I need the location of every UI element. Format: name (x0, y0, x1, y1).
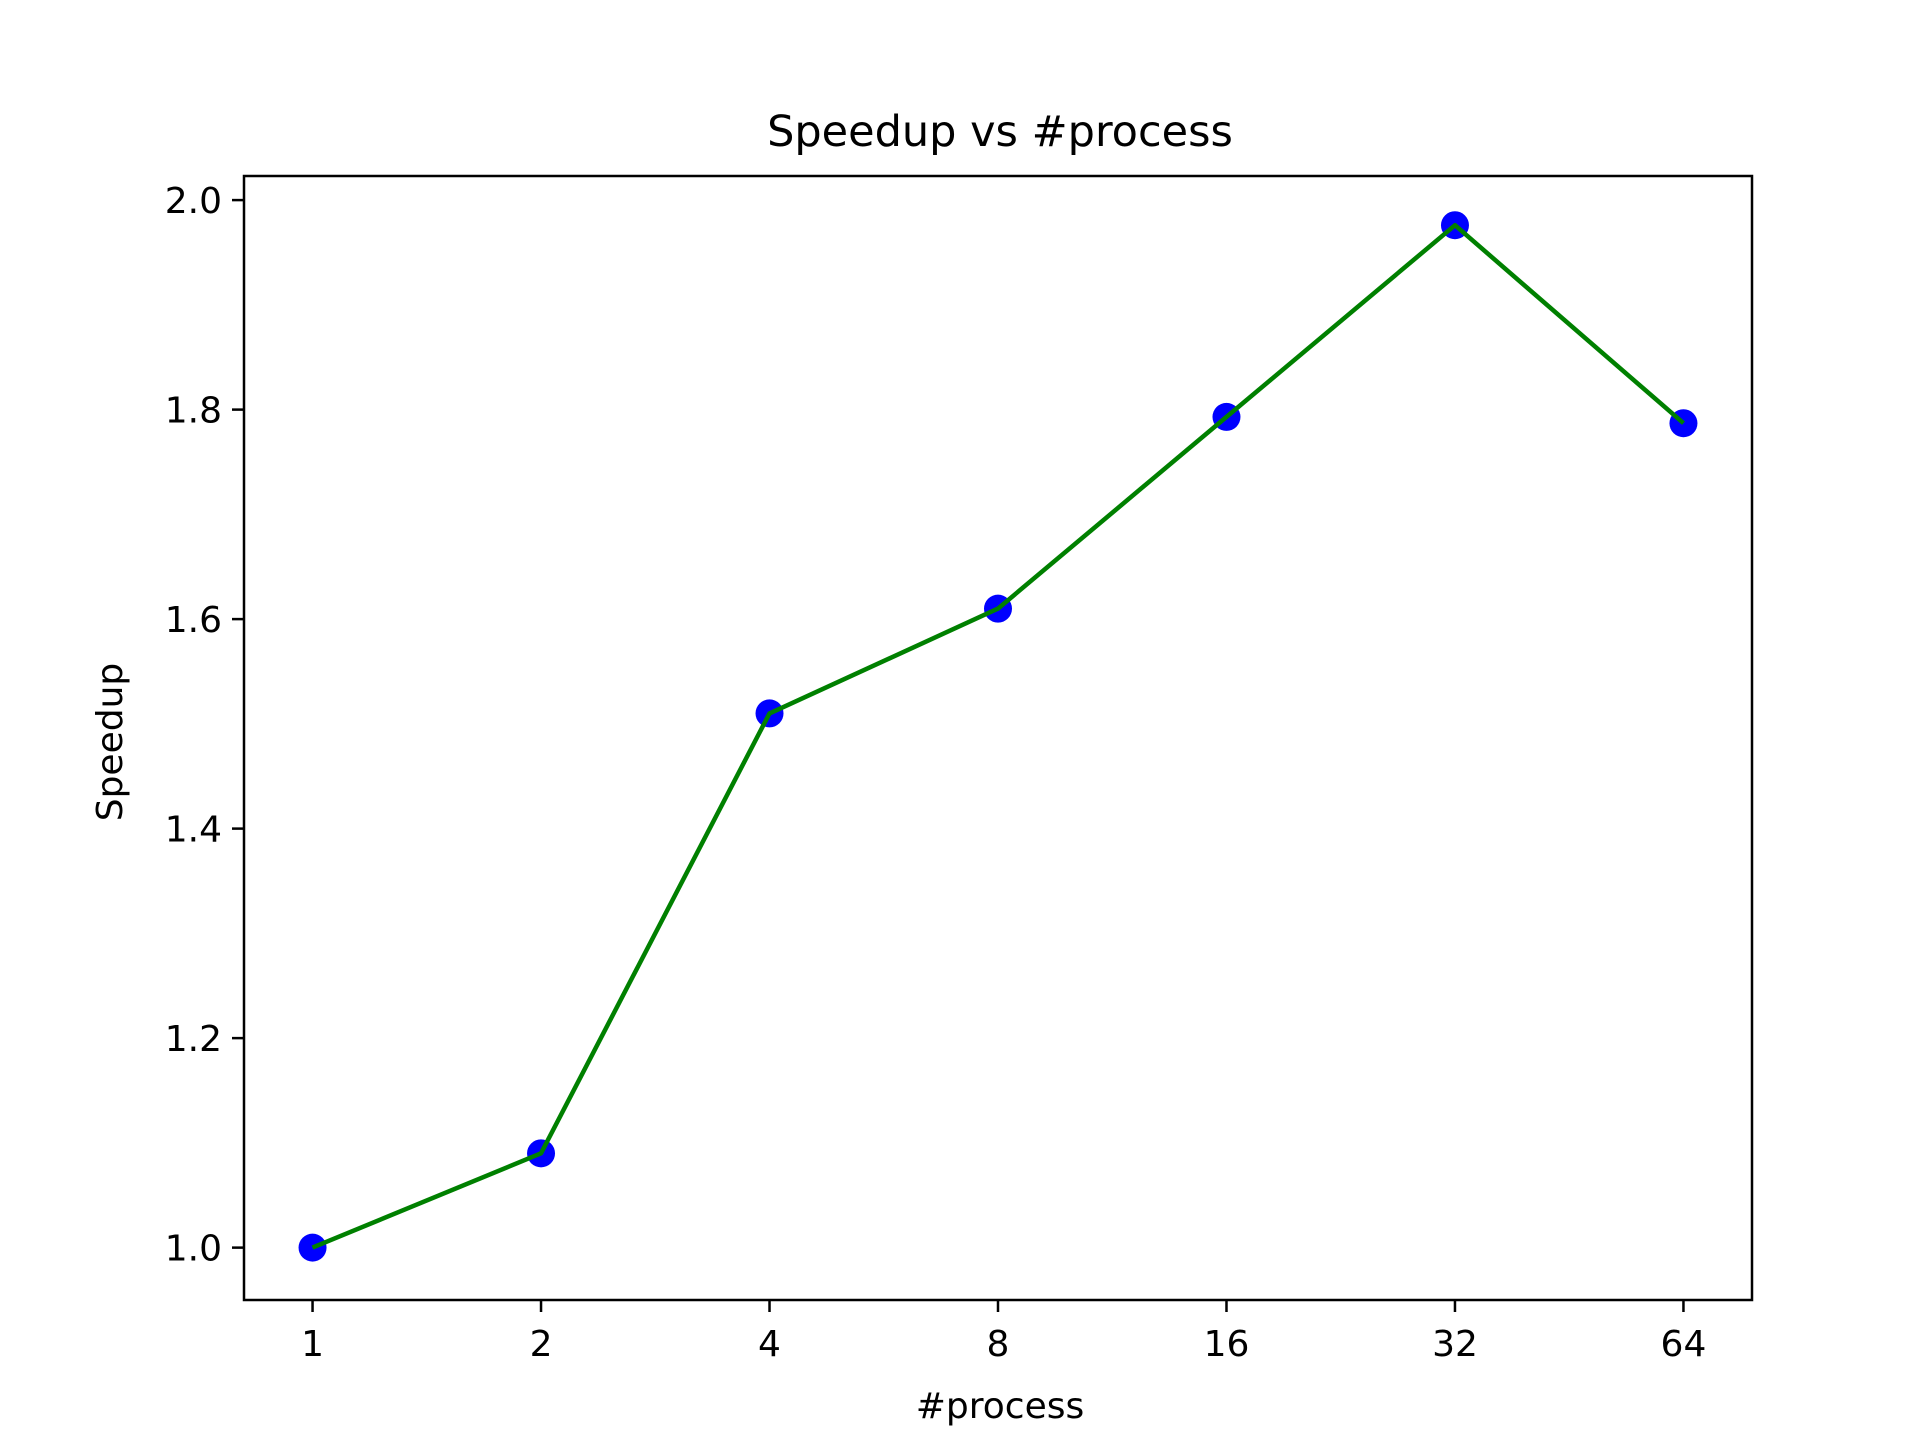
x-tick-label: 32 (1432, 1324, 1478, 1365)
x-tick-label: 64 (1661, 1324, 1707, 1365)
y-tick-label: 2.0 (165, 181, 222, 222)
plot-area: 1 2 4 8 16 32 64 1.0 1.2 1.4 1.6 1.8 2.0 (165, 174, 1754, 1365)
x-tick-label: 16 (1204, 1324, 1250, 1365)
y-tick-label: 1.6 (165, 600, 222, 641)
chart-title: Speedup vs #process (767, 107, 1233, 157)
x-tick-label: 8 (987, 1324, 1010, 1365)
y-tick-label: 1.0 (165, 1229, 222, 1270)
y-tick-label: 1.8 (165, 391, 222, 432)
y-axis-label: Speedup (90, 663, 131, 822)
x-tick-label: 1 (301, 1324, 324, 1365)
y-tick-label: 1.2 (165, 1019, 222, 1060)
x-tick-label: 2 (530, 1324, 553, 1365)
y-tick-label: 1.4 (165, 810, 222, 851)
x-axis-label: #process (916, 1386, 1085, 1427)
series-line (311, 222, 1685, 1250)
x-tick-label: 4 (758, 1324, 781, 1365)
